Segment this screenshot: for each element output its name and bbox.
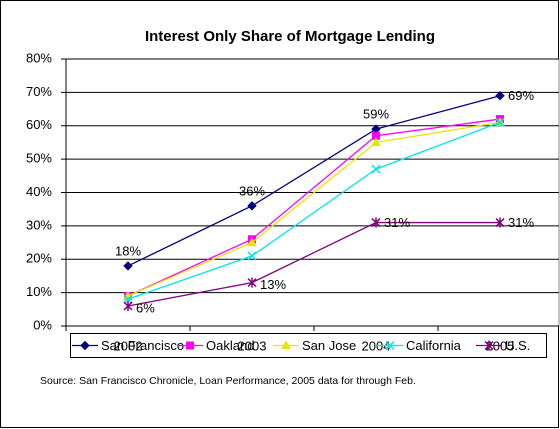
data-point (247, 237, 257, 247)
data-point (123, 261, 133, 271)
y-tick-label: 50% (26, 151, 52, 166)
series-line (127, 221, 500, 307)
legend-marker (80, 340, 90, 351)
y-tick-label: 40% (26, 184, 52, 199)
series-line (127, 121, 501, 297)
series-line (127, 118, 501, 297)
legend-label: San Francisco (101, 338, 184, 353)
x-tick-label: 2003 (238, 338, 267, 353)
y-tick-label: 10% (26, 284, 52, 299)
legend-label: U.S. (505, 338, 530, 353)
data-label: 31% (384, 215, 410, 230)
x-tick-label: 2002 (114, 338, 143, 353)
data-point (371, 137, 381, 146)
data-point (495, 217, 505, 228)
y-tick-label: 70% (26, 84, 52, 99)
legend-marker (281, 340, 291, 349)
data-label: 6% (136, 300, 155, 315)
legend-label: Oakland (206, 338, 254, 353)
y-tick-label: 20% (26, 251, 52, 266)
x-tick-label: 2004 (362, 338, 391, 353)
data-point (247, 201, 257, 211)
series-line (127, 95, 501, 267)
data-point (123, 300, 133, 311)
legend-box (70, 333, 547, 358)
data-label: 59% (363, 107, 389, 122)
data-label: 36% (239, 183, 265, 198)
data-label: 13% (260, 277, 286, 292)
data-point (371, 164, 381, 174)
legend-marker (484, 340, 494, 351)
source-note: Source: San Francisco Chronicle, Loan Pe… (40, 375, 416, 387)
y-tick-label: 60% (26, 117, 52, 132)
series-line (127, 121, 501, 300)
data-point (495, 117, 505, 127)
legend-label: California (406, 338, 462, 353)
data-point (371, 217, 381, 228)
data-point (247, 251, 257, 261)
y-tick-label: 30% (26, 217, 52, 232)
data-point (247, 277, 257, 288)
y-tick-label: 0% (33, 317, 52, 332)
chart-title: Interest Only Share of Mortgage Lending (145, 28, 435, 45)
data-point (123, 294, 133, 304)
legend-label: San Jose (302, 338, 356, 353)
data-label: 18% (115, 243, 141, 258)
y-tick-label: 80% (26, 50, 52, 65)
data-point (495, 91, 505, 101)
legend-marker (385, 340, 395, 351)
legend-marker (186, 341, 194, 350)
data-label: 31% (508, 215, 534, 230)
data-label: 69% (508, 88, 534, 103)
